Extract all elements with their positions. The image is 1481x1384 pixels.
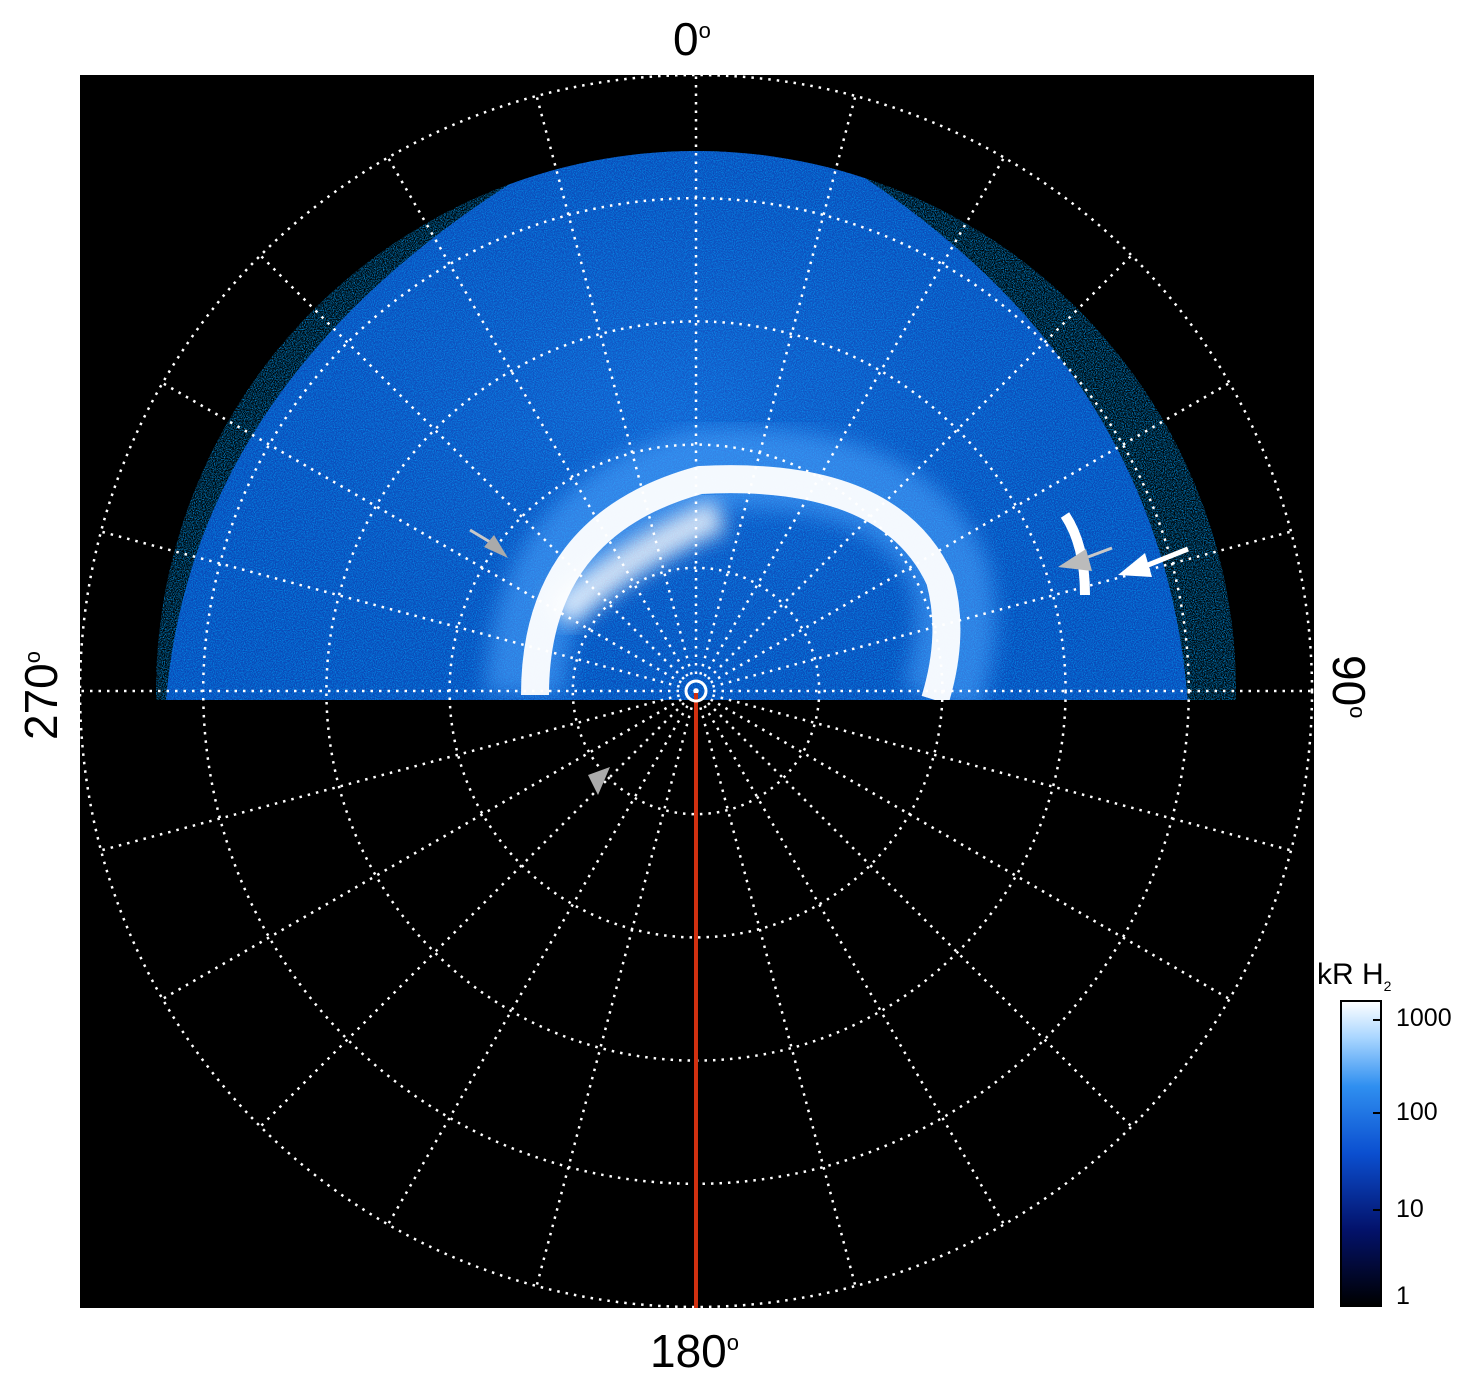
longitude-label-90: 90o — [1323, 655, 1375, 719]
longitude-label-0: 0o — [673, 16, 711, 62]
arrow-right-gray — [1058, 546, 1113, 571]
colorbar-tick-label: 10 — [1396, 1195, 1424, 1223]
longitude-line — [695, 690, 1133, 1128]
degree-symbol: o — [698, 18, 711, 43]
latitude-circle — [80, 75, 1314, 1308]
longitude-line — [694, 690, 1006, 1226]
colorbar-tick-label: 1 — [1396, 1282, 1410, 1310]
degree-symbol: o — [20, 651, 45, 664]
colorbar-tick-label: 1000 — [1396, 1004, 1452, 1032]
longitude-line — [535, 690, 698, 1287]
colorbar-title-subscript: 2 — [1383, 978, 1392, 994]
longitude-label-180-value: 180 — [650, 1325, 727, 1377]
colorbar-title-text: kR H — [1317, 958, 1384, 991]
pole-marker — [684, 679, 708, 703]
longitude-label-0-value: 0 — [673, 13, 699, 65]
bright-spot — [1060, 512, 1090, 596]
longitude-line — [695, 381, 1231, 693]
arrow-left — [469, 528, 508, 558]
longitude-label-270-value: 270 — [15, 663, 67, 740]
longitude-line — [259, 254, 697, 692]
annotation-arrows — [469, 528, 1189, 795]
longitude-line — [695, 689, 1231, 1001]
longitude-line — [100, 689, 697, 852]
longitude-line — [386, 156, 698, 692]
auroral-oval — [485, 428, 996, 700]
colorbar — [1340, 1000, 1382, 1307]
colorbar-tick-label: 100 — [1396, 1098, 1438, 1126]
longitude-line — [535, 95, 698, 692]
arrow-bottom — [588, 767, 610, 795]
longitude-line — [259, 690, 697, 1128]
longitude-line — [695, 254, 1133, 692]
longitude-line — [695, 530, 1292, 693]
longitude-label-270: 270o — [15, 651, 67, 740]
colorbar-gradient — [1340, 1000, 1382, 1307]
longitude-line — [100, 530, 697, 693]
longitude-line — [694, 95, 857, 692]
longitude-line — [694, 156, 1006, 692]
longitude-line — [161, 689, 697, 1001]
latitude-circle — [571, 566, 821, 816]
degree-symbol: o — [1345, 706, 1370, 719]
colorbar-title: kR H2 — [1317, 958, 1391, 994]
longitude-line — [695, 689, 1292, 852]
longitude-line — [161, 381, 697, 693]
degree-symbol: o — [726, 1330, 739, 1355]
auroral-polar-projection — [80, 75, 1314, 1308]
graticule — [80, 75, 1314, 1308]
longitude-label-180: 180o — [650, 1328, 739, 1374]
longitude-line — [694, 690, 857, 1287]
arrow-right-white — [1118, 546, 1189, 577]
latitude-circle — [448, 443, 944, 939]
longitude-label-90-value: 90 — [1323, 655, 1375, 707]
longitude-line — [386, 690, 698, 1226]
emission-region — [156, 151, 1236, 700]
